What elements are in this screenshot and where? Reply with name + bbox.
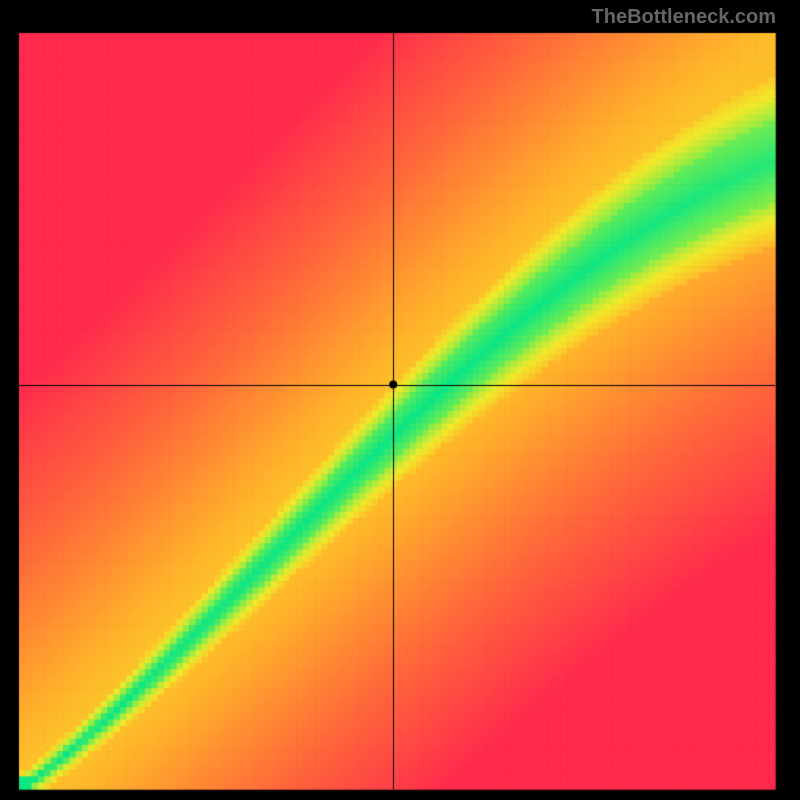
watermark-text: TheBottleneck.com — [592, 6, 776, 29]
chart-container: TheBottleneck.com — [0, 0, 800, 800]
bottleneck-heatmap — [0, 0, 800, 800]
